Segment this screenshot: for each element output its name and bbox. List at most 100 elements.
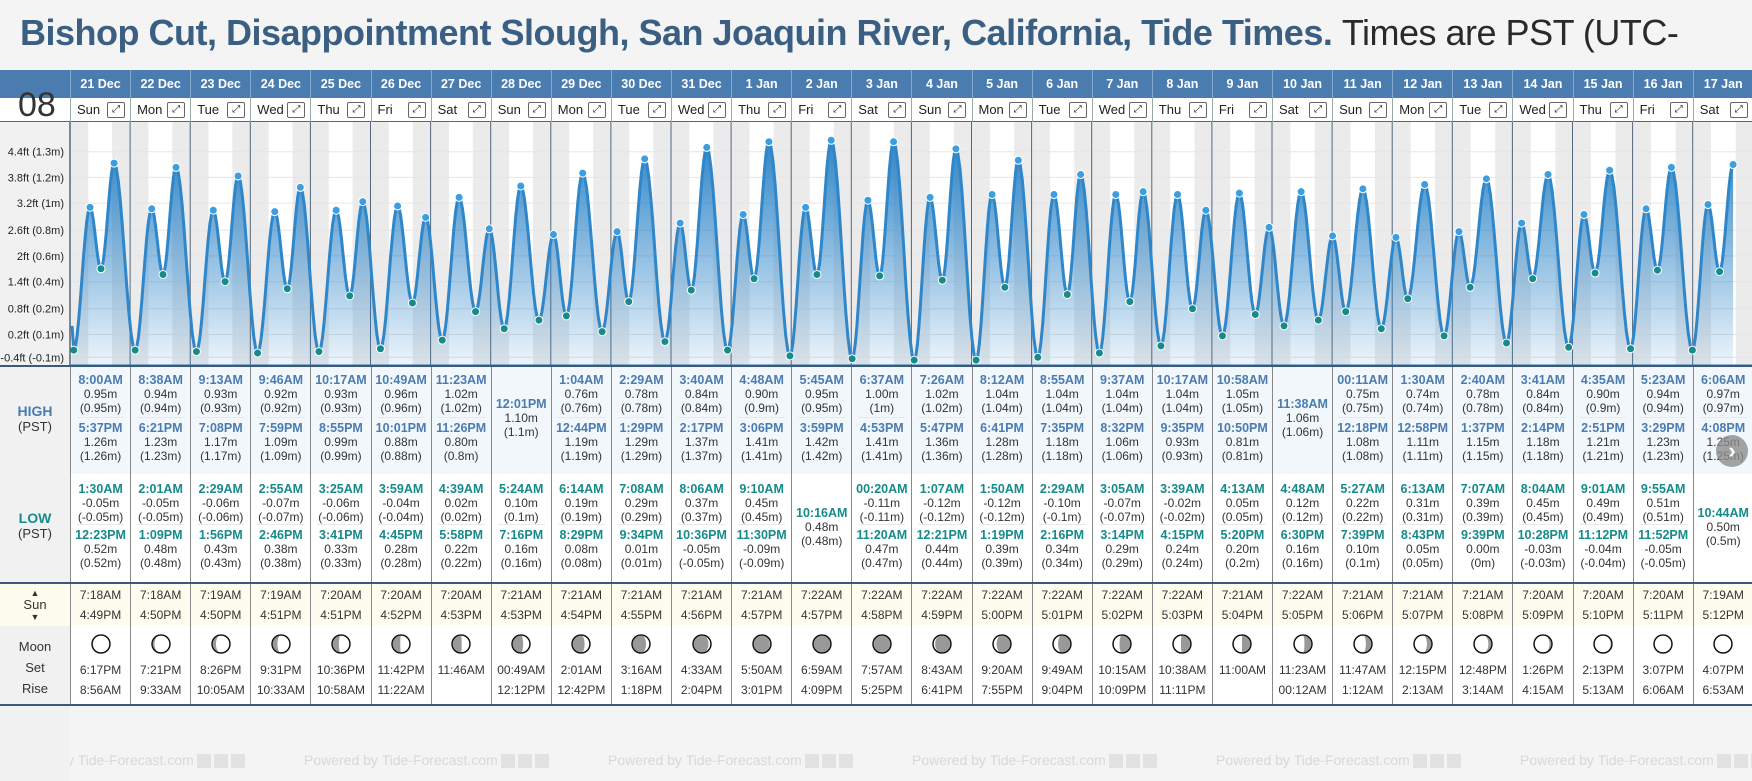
low-tide-point[interactable] [1341, 307, 1351, 317]
high-tide-point[interactable] [925, 192, 935, 202]
low-tide-point[interactable] [1125, 297, 1135, 307]
low-tide-point[interactable] [1156, 341, 1166, 351]
high-tide-point[interactable] [393, 201, 403, 211]
low-tide-point[interactable] [937, 275, 947, 285]
high-tide-point[interactable] [640, 154, 650, 164]
low-tide-point[interactable] [1000, 282, 1010, 292]
high-tide-point[interactable] [1076, 170, 1086, 180]
high-tide-point[interactable] [1454, 227, 1464, 237]
low-tide-point[interactable] [1279, 321, 1289, 331]
low-tide-point[interactable] [1062, 289, 1072, 299]
high-tide-point[interactable] [863, 195, 873, 205]
high-tide-point[interactable] [578, 168, 588, 178]
low-tide-point[interactable] [1094, 348, 1104, 358]
low-tide-point[interactable] [534, 315, 544, 325]
high-tide-point[interactable] [548, 230, 558, 240]
expand-day-button[interactable]: ⤢ [1369, 102, 1388, 118]
high-tide-point[interactable] [1543, 170, 1553, 180]
expand-day-button[interactable]: ⤢ [768, 102, 787, 118]
low-tide-point[interactable] [130, 345, 140, 355]
high-tide-point[interactable] [1481, 174, 1491, 184]
high-tide-point[interactable] [801, 202, 811, 212]
high-tide-point[interactable] [702, 142, 712, 152]
low-tide-point[interactable] [597, 327, 607, 337]
high-tide-point[interactable] [987, 190, 997, 200]
expand-day-button[interactable]: ⤢ [527, 102, 546, 118]
low-tide-point[interactable] [220, 277, 230, 287]
high-tide-point[interactable] [1641, 204, 1651, 214]
expand-day-button[interactable]: ⤢ [1248, 102, 1267, 118]
high-tide-point[interactable] [889, 137, 899, 147]
high-tide-point[interactable] [516, 181, 526, 191]
expand-day-button[interactable]: ⤢ [948, 102, 967, 118]
high-tide-point[interactable] [109, 158, 119, 168]
low-tide-point[interactable] [686, 285, 696, 295]
expand-day-button[interactable]: ⤢ [167, 102, 186, 118]
high-tide-point[interactable] [421, 212, 431, 222]
low-tide-point[interactable] [1403, 294, 1413, 304]
expand-day-button[interactable]: ⤢ [1489, 102, 1508, 118]
high-tide-point[interactable] [1358, 184, 1368, 194]
low-tide-point[interactable] [1465, 282, 1475, 292]
expand-day-button[interactable]: ⤢ [1729, 102, 1748, 118]
low-tide-point[interactable] [561, 311, 571, 321]
high-tide-point[interactable] [85, 202, 95, 212]
low-tide-point[interactable] [407, 298, 417, 308]
low-tide-point[interactable] [1687, 345, 1697, 355]
next-arrow-button[interactable]: › [1716, 435, 1748, 467]
expand-day-button[interactable]: ⤢ [1669, 102, 1688, 118]
high-tide-point[interactable] [1111, 190, 1121, 200]
low-tide-point[interactable] [749, 274, 759, 284]
low-tide-point[interactable] [1033, 352, 1043, 362]
low-tide-point[interactable] [1250, 309, 1260, 319]
low-tide-point[interactable] [499, 324, 509, 334]
high-tide-point[interactable] [675, 218, 685, 228]
low-tide-point[interactable] [96, 264, 106, 274]
low-tide-point[interactable] [375, 344, 385, 354]
high-tide-point[interactable] [1391, 232, 1401, 242]
low-tide-point[interactable] [1187, 304, 1197, 314]
expand-day-button[interactable]: ⤢ [708, 102, 727, 118]
low-tide-point[interactable] [345, 291, 355, 301]
high-tide-point[interactable] [171, 162, 181, 172]
low-tide-point[interactable] [69, 345, 79, 355]
high-tide-point[interactable] [484, 224, 494, 234]
high-tide-point[interactable] [1296, 187, 1306, 197]
high-tide-point[interactable] [1173, 190, 1183, 200]
expand-day-button[interactable]: ⤢ [1609, 102, 1628, 118]
low-tide-point[interactable] [1439, 331, 1449, 341]
high-tide-point[interactable] [826, 135, 836, 145]
expand-day-button[interactable]: ⤢ [467, 102, 486, 118]
low-tide-point[interactable] [253, 348, 263, 358]
low-tide-point[interactable] [909, 355, 919, 365]
high-tide-point[interactable] [1328, 231, 1338, 241]
expand-day-button[interactable]: ⤢ [1188, 102, 1207, 118]
high-tide-point[interactable] [1666, 162, 1676, 172]
low-tide-point[interactable] [1502, 338, 1512, 348]
high-tide-point[interactable] [764, 137, 774, 147]
expand-day-button[interactable]: ⤢ [227, 102, 246, 118]
expand-day-button[interactable]: ⤢ [1549, 102, 1568, 118]
low-tide-point[interactable] [191, 347, 201, 357]
low-tide-point[interactable] [471, 307, 481, 317]
expand-day-button[interactable]: ⤢ [828, 102, 847, 118]
expand-day-button[interactable]: ⤢ [647, 102, 666, 118]
high-tide-point[interactable] [208, 205, 218, 215]
high-tide-point[interactable] [270, 207, 280, 217]
low-tide-point[interactable] [723, 345, 733, 355]
low-tide-point[interactable] [875, 271, 885, 281]
high-tide-point[interactable] [1728, 160, 1738, 170]
low-tide-point[interactable] [785, 351, 795, 361]
low-tide-point[interactable] [1590, 268, 1600, 278]
expand-day-button[interactable]: ⤢ [1429, 102, 1448, 118]
expand-day-button[interactable]: ⤢ [888, 102, 907, 118]
high-tide-point[interactable] [1013, 155, 1023, 165]
expand-day-button[interactable]: ⤢ [1068, 102, 1087, 118]
low-tide-point[interactable] [971, 355, 981, 365]
high-tide-point[interactable] [1138, 187, 1148, 197]
high-tide-point[interactable] [612, 227, 622, 237]
expand-day-button[interactable]: ⤢ [1008, 102, 1027, 118]
high-tide-point[interactable] [1579, 210, 1589, 220]
expand-day-button[interactable]: ⤢ [587, 102, 606, 118]
low-tide-point[interactable] [1528, 274, 1538, 284]
